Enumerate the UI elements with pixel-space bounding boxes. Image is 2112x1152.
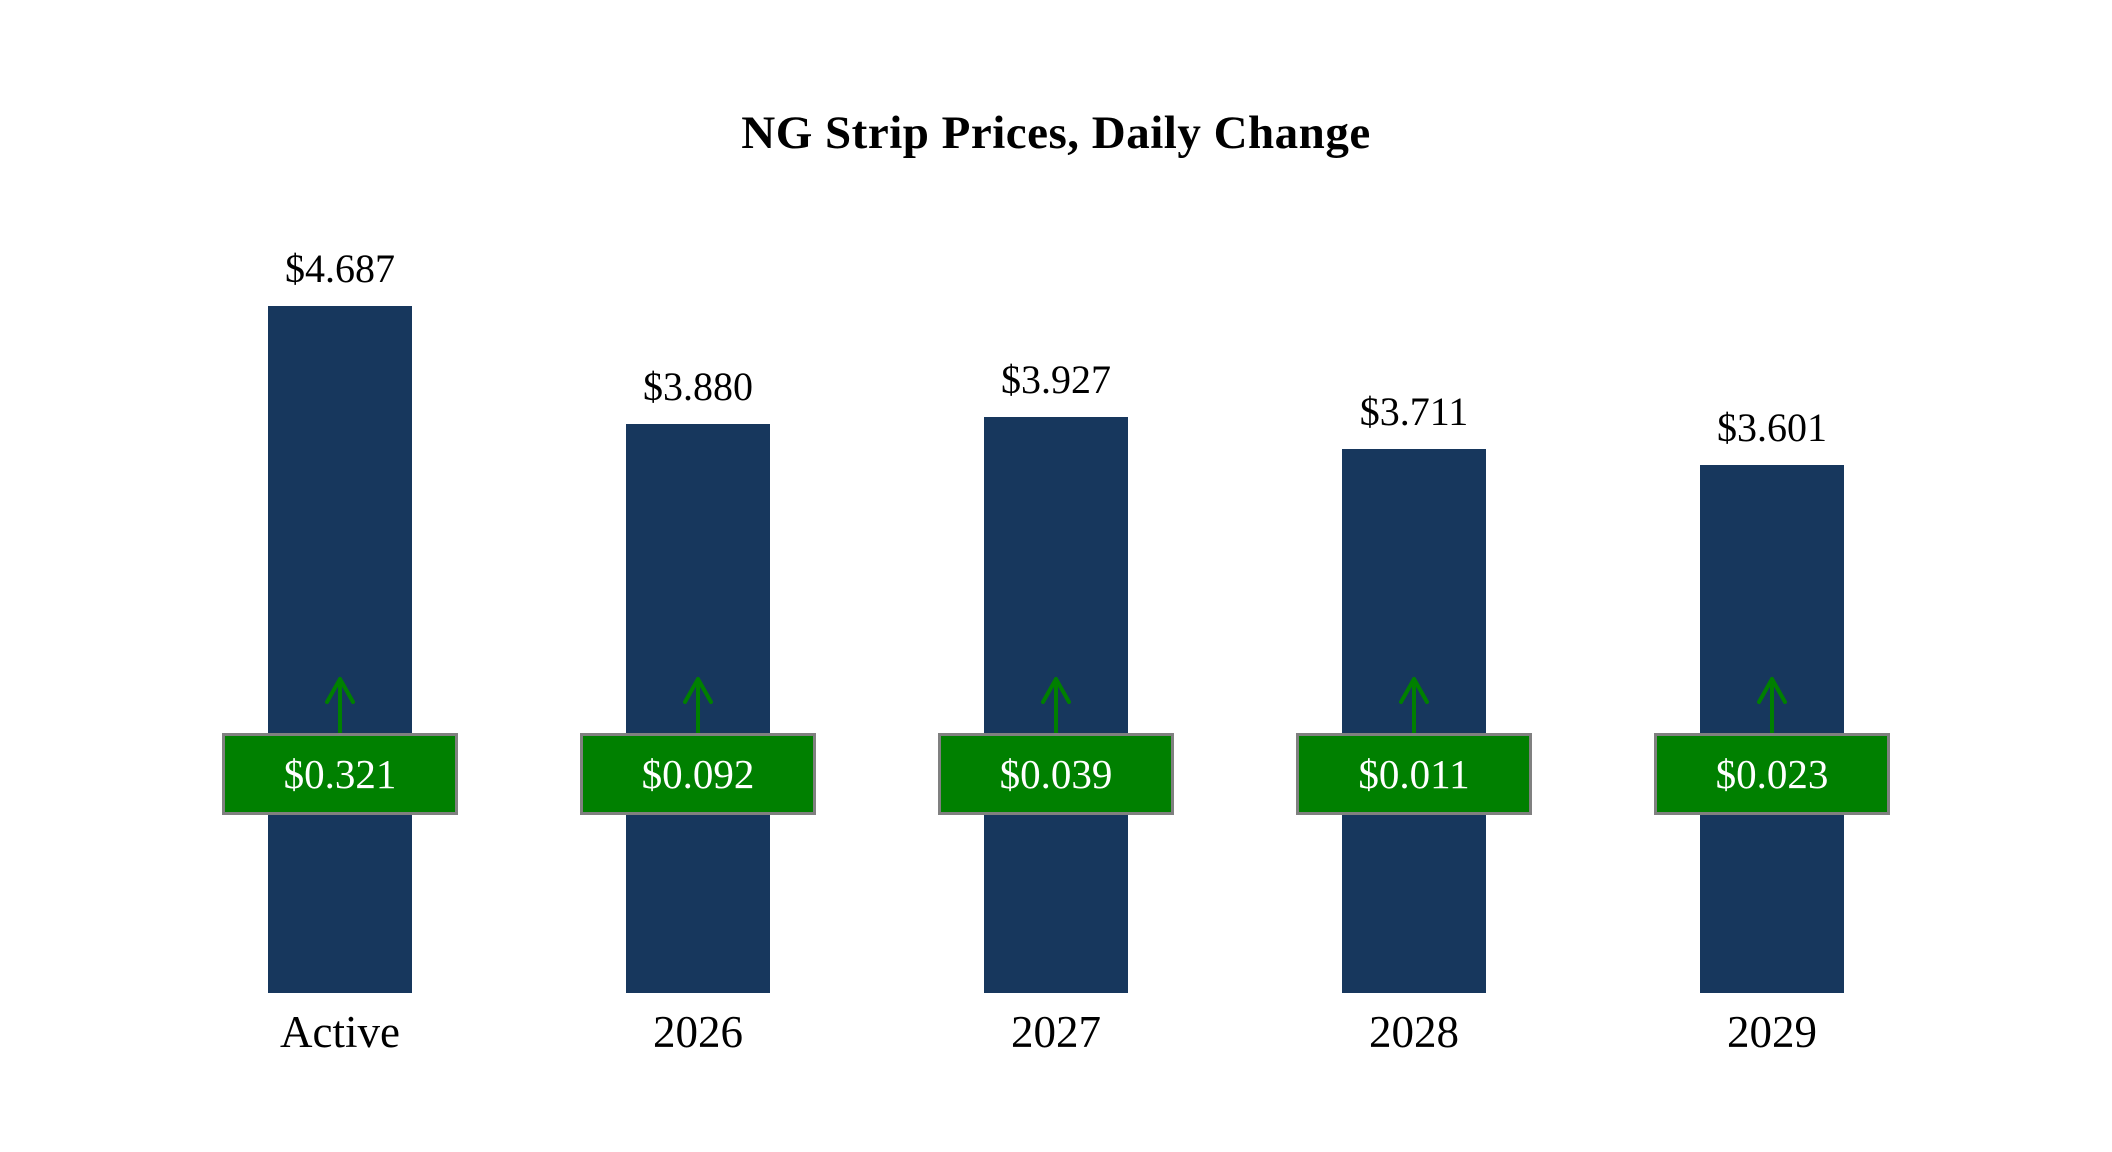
bar-value-label: $3.880 xyxy=(643,364,753,409)
category-label: 2029 xyxy=(1727,1007,1817,1057)
chart-title: NG Strip Prices, Daily Change xyxy=(741,107,1371,159)
bar-value-label: $3.927 xyxy=(1001,357,1111,402)
change-badge: $0.321 xyxy=(222,733,458,815)
change-badge: $0.039 xyxy=(938,733,1174,815)
bar-group-2029: $3.601 $0.023 2029 xyxy=(1654,0,1890,1152)
bar-group-2026: $3.880 $0.092 2026 xyxy=(580,0,816,1152)
category-label: 2027 xyxy=(1011,1007,1101,1057)
up-arrow-icon xyxy=(1399,677,1429,734)
change-value-label: $0.011 xyxy=(1358,751,1470,797)
bar xyxy=(268,306,412,993)
bar-value-label: $3.711 xyxy=(1359,389,1469,434)
change-badge: $0.023 xyxy=(1654,733,1890,815)
up-arrow-icon xyxy=(683,677,713,734)
up-arrow-icon xyxy=(1041,677,1071,734)
change-value-label: $0.092 xyxy=(641,751,755,797)
category-label: 2028 xyxy=(1369,1007,1459,1057)
bar-group-active: $4.687 $0.321 Active xyxy=(222,0,458,1152)
change-value-label: $0.023 xyxy=(1715,751,1829,797)
category-label: 2026 xyxy=(653,1007,743,1057)
change-value-label: $0.039 xyxy=(999,751,1113,797)
bar-group-2027: $3.927 $0.039 2027 xyxy=(938,0,1174,1152)
bar-value-label: $3.601 xyxy=(1717,405,1827,450)
category-label: Active xyxy=(280,1007,400,1057)
up-arrow-icon xyxy=(1757,677,1787,734)
change-badge: $0.092 xyxy=(580,733,816,815)
change-badge: $0.011 xyxy=(1296,733,1532,815)
bar-group-2028: $3.711 $0.011 2028 xyxy=(1296,0,1532,1152)
change-value-label: $0.321 xyxy=(283,751,397,797)
bar-value-label: $4.687 xyxy=(285,246,395,291)
up-arrow-icon xyxy=(325,677,355,734)
